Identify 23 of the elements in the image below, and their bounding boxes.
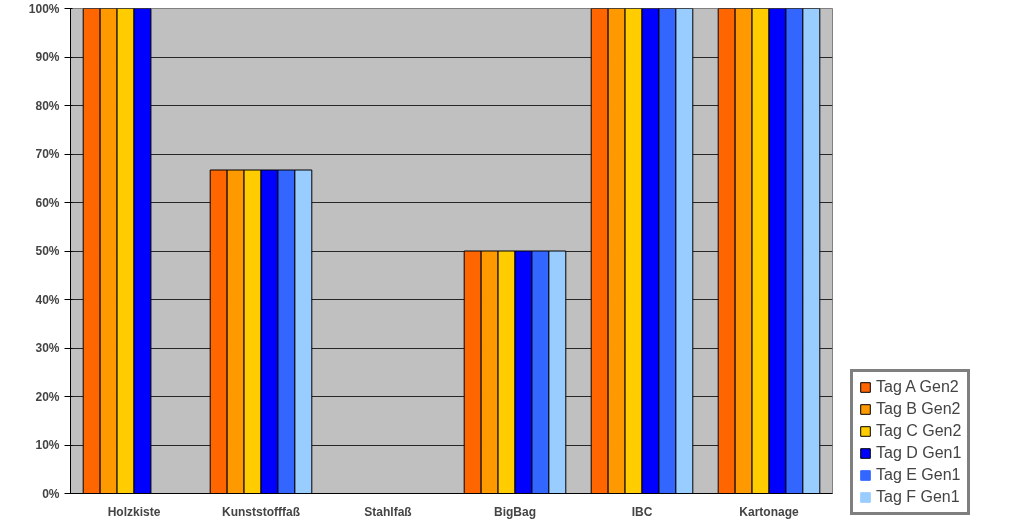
legend-label: Tag D Gen1 [876,444,962,462]
y-tick-label: 50% [35,244,60,258]
legend-label: Tag C Gen2 [876,422,962,440]
y-tick-label: 20% [35,389,60,404]
y-tick-label: 80% [35,98,60,113]
y-tick-label: 90% [35,50,60,64]
legend-label: Tag E Gen1 [876,466,961,484]
x-tick-label: Stahlfaß [364,504,412,519]
x-tick-label: Kunststofffaß [222,504,301,519]
y-tick-label: 0% [42,486,60,501]
legend-label: Tag B Gen2 [876,400,961,418]
legend-label: Tag F Gen1 [876,488,960,506]
y-tick-label: 40% [35,292,60,307]
y-tick-label: 10% [35,438,60,452]
x-tick-label: Holzkiste [107,504,161,519]
legend-label: Tag A Gen2 [876,378,959,396]
y-tick-label: 70% [35,147,60,161]
y-tick-label: 30% [35,341,60,355]
y-tick-label: 100% [28,1,60,16]
x-tick-label: IBC [631,504,653,519]
x-tick-label: Kartonage [739,504,799,519]
y-tick-label: 60% [35,195,60,210]
x-tick-label: BigBag [494,504,536,519]
